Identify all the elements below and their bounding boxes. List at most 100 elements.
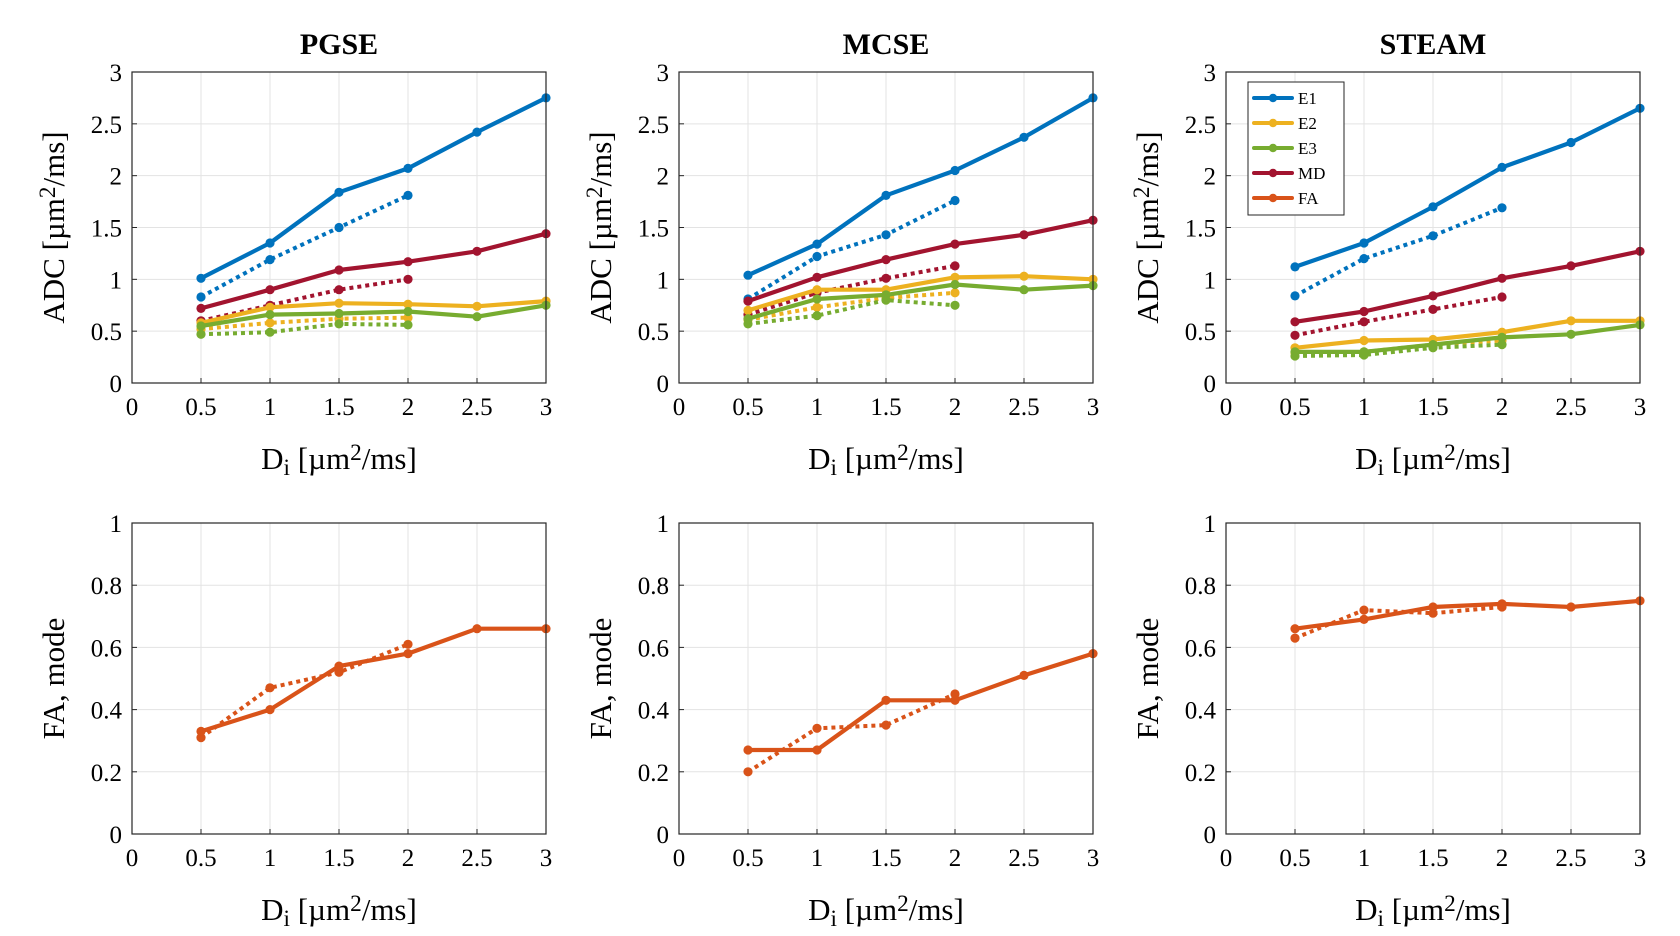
y-tick-label: 0 [657,371,670,398]
data-point-fa-dotted [265,683,275,693]
y-tick-label: 1.5 [638,216,669,243]
series-line-md-dotted [747,263,956,317]
data-point-e1-solid [950,165,960,176]
label-part: D [1355,892,1377,927]
label-part: [µm [1384,892,1444,927]
series-group [1290,596,1645,643]
series-line-fa-solid [745,651,1096,753]
data-point-e1-solid [881,190,891,200]
data-point-fa-solid [196,726,206,737]
data-point-md-solid [881,255,891,265]
label-part: ADC [µm [36,198,71,324]
label-part: FA, mode [36,618,71,740]
x-tick-label: 1.5 [1417,845,1448,872]
y-tick-label: 2.5 [638,112,669,139]
series-line-e3-solid [1292,322,1643,354]
data-point-fa-solid [1497,599,1507,609]
y-tick-label: 3 [1204,60,1217,87]
data-point-fa-solid [881,695,891,705]
data-point-e1-solid [334,187,344,197]
legend-marker [1268,118,1278,128]
series-line-e2-dotted [200,315,409,332]
data-point-e3-dotted [950,300,960,310]
y-tick-label: 2 [1204,164,1217,191]
series-line-e3-dotted [200,321,409,337]
data-point-e1-solid [403,163,413,173]
series-group [743,93,1098,329]
data-point-e3-solid [196,321,206,331]
y-tick-label: 0.5 [638,319,669,346]
series-line-md-dotted [1294,295,1503,338]
data-point-fa-solid [812,745,822,755]
y-tick-label: 0.5 [1185,319,1216,346]
x-tick-label: 2 [949,845,962,872]
label-part: /ms] [362,892,417,927]
x-axis-label: Di [µm2/ms] [1355,440,1511,481]
data-point-e3-solid [1428,340,1438,350]
x-tick-label: 0 [673,845,686,872]
x-axis-label: Di [µm2/ms] [1355,891,1511,932]
label-part: 2 [582,187,608,199]
label-part: FA, mode [583,618,618,740]
x-tick-label: 2 [402,394,415,421]
data-point-md-solid [334,265,344,275]
y-tick-label: 0 [110,371,123,398]
data-point-e1-dotted [403,190,413,200]
series-line-e3-solid [745,282,1096,321]
data-point-fa-solid [334,661,344,671]
series-line-md-solid [1292,249,1643,324]
label-part: i [1378,906,1385,932]
y-tick-label: 0.8 [638,573,669,600]
data-point-e2-solid [265,302,275,312]
data-point-e1-solid [1359,238,1369,248]
data-point-e2-solid [334,298,344,308]
data-point-e3-dotted [265,327,275,337]
y-tick-label: 0 [657,822,670,849]
data-point-fa-solid [1019,670,1029,681]
x-tick-label: 0 [126,394,139,421]
y-tick-label: 0.8 [1185,573,1216,600]
data-point-md-dotted [1359,317,1369,327]
data-point-e1-solid [472,127,482,137]
legend-marker [1268,193,1278,203]
label-part: /ms] [36,131,71,186]
x-tick-label: 1 [264,845,277,872]
series-group [1290,103,1645,361]
data-point-fa-solid [1359,614,1369,625]
label-part: 2 [1444,891,1456,917]
data-point-md-dotted [1428,304,1438,314]
legend-label: MD [1298,164,1325,183]
data-point-e2-solid [1019,271,1029,281]
label-part: D [261,441,283,476]
x-tick-label: 2 [402,845,415,872]
data-point-md-solid [265,285,275,295]
y-tick-label: 0.4 [1185,698,1217,725]
data-point-e3-solid [1290,347,1300,357]
data-point-e2-solid [812,285,822,295]
label-part: 2 [35,187,61,199]
y-tick-label: 0.2 [638,760,669,787]
series-line-e3-solid [198,303,549,329]
y-tick-label: 0.6 [1185,635,1216,662]
series-line-e1-solid [745,95,1096,278]
data-point-fa-solid [1566,602,1576,612]
x-tick-label: 0.5 [185,394,216,421]
data-point-fa-dotted [812,723,822,733]
data-point-e1-dotted [1359,254,1369,264]
y-tick-label: 2 [110,164,123,191]
y-tick-label: 0.8 [91,573,122,600]
label-part: /ms] [909,892,964,927]
data-point-e3-solid [1019,285,1029,295]
data-point-fa-solid [743,745,753,755]
data-point-e1-dotted [812,251,822,262]
data-point-md-solid [1359,306,1369,317]
y-tick-label: 2.5 [1185,112,1216,139]
data-point-e3-dotted [812,311,822,321]
data-point-fa-solid [1428,602,1438,612]
x-tick-label: 0.5 [732,394,763,421]
x-tick-label: 2.5 [461,845,492,872]
x-tick-label: 3 [540,845,553,872]
x-tick-label: 2.5 [1555,845,1586,872]
